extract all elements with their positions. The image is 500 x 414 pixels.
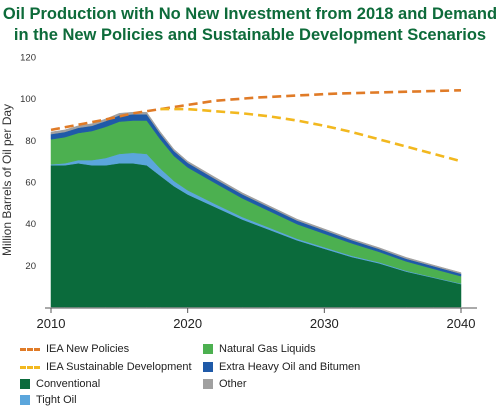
stacked-areas [50, 111, 462, 308]
y-tick-label-120: 120 [20, 53, 36, 64]
y-axis-label: Million Barrels of Oil per Day [0, 104, 14, 256]
y-tick-label-40: 40 [25, 219, 36, 230]
x-tick-label-2030: 2030 [310, 316, 339, 331]
line-iea-sustainable-development [160, 107, 462, 163]
area-other [50, 111, 462, 275]
y-tick-label-60: 60 [25, 178, 36, 189]
chart-title-line-1: Oil Production with No New Investment fr… [2, 5, 498, 23]
y-tick-label-100: 100 [20, 94, 36, 105]
y-tick-label-20: 20 [25, 261, 36, 272]
x-tick-label-2040: 2040 [447, 316, 476, 331]
line-iea-new-policies [50, 89, 462, 132]
area-conventional [50, 163, 462, 308]
demand-lines [50, 89, 462, 163]
chart-title: Oil Production with No New Investment fr… [0, 4, 500, 46]
x-tick-label-2020: 2020 [173, 316, 202, 331]
y-tick-label-80: 80 [25, 136, 36, 147]
chart-title-line-2: in the New Policies and Sustainable Deve… [13, 26, 487, 44]
x-tick-label-2010: 2010 [37, 316, 66, 331]
